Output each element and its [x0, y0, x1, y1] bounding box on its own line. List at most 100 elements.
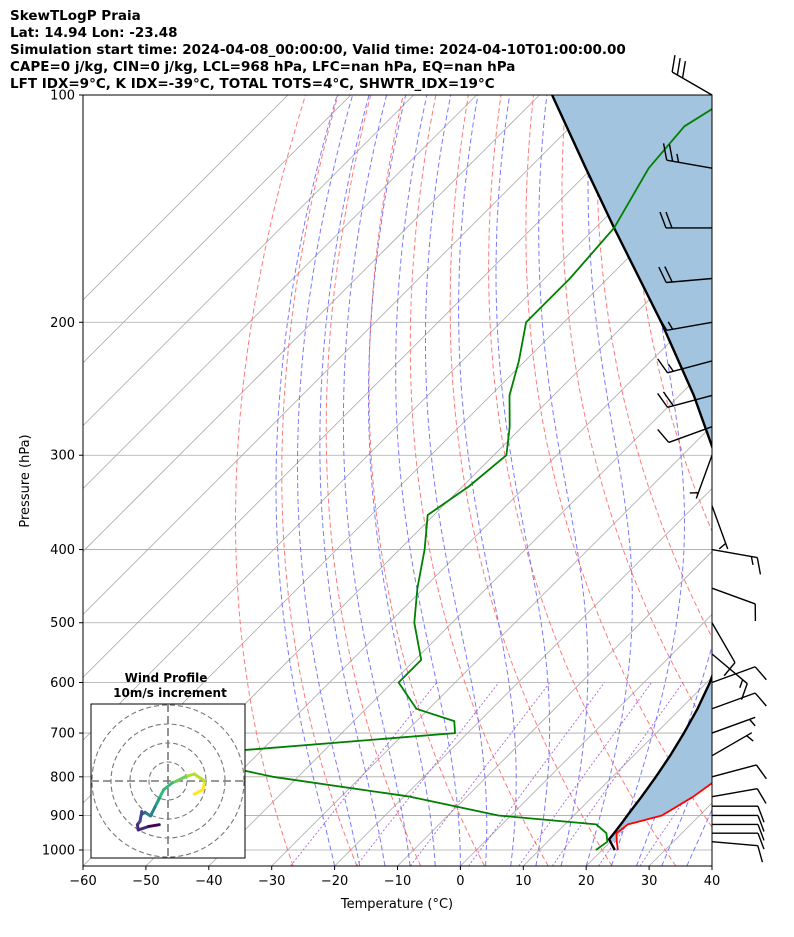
- wind-barb: [711, 732, 754, 757]
- wind-barb-staff: [667, 360, 713, 374]
- hodograph-trace-segment: [147, 823, 161, 828]
- wind-barb: [711, 622, 736, 677]
- wind-barb: [711, 841, 764, 863]
- wind-barb: [658, 266, 713, 284]
- wind-barb-full: [754, 666, 767, 681]
- wind-barb-staff: [666, 159, 713, 169]
- hodograph-trace-segment: [192, 788, 205, 796]
- y-tick-label: 500: [50, 616, 75, 631]
- wind-barb-half: [676, 153, 680, 163]
- wind-barb-staff: [666, 321, 713, 331]
- isotherm-line: [271, 425, 712, 866]
- x-tick-label: 10: [515, 874, 532, 889]
- wind-barb-staff: [711, 548, 758, 559]
- isotherm-line: [208, 362, 712, 866]
- wind-barbs: [657, 55, 767, 863]
- x-tick-label: 0: [456, 874, 464, 889]
- moist-adiabat: [661, 741, 712, 866]
- dry-adiabat: [235, 95, 306, 866]
- mixing-ratio-line: [551, 682, 684, 866]
- wind-barb-full: [757, 832, 765, 850]
- y-tick-label: 400: [50, 543, 75, 558]
- wind-barb: [657, 391, 713, 409]
- hodograph-title: Wind Profile: [125, 671, 208, 685]
- wind-barb-full: [668, 144, 674, 162]
- wind-barb-staff: [711, 764, 757, 778]
- wind-barb-full: [662, 391, 674, 407]
- dry-adiabat: [488, 95, 677, 866]
- hodograph-trace-segment: [149, 805, 157, 818]
- dry-adiabat: [368, 95, 485, 866]
- wind-barb-full: [757, 815, 765, 832]
- wind-barb: [659, 211, 712, 229]
- wind-barb-staff: [666, 277, 713, 284]
- y-axis-label: Pressure (hPa): [18, 434, 33, 527]
- isotherm-line: [83, 95, 352, 364]
- y-tick-label: 100: [50, 89, 75, 104]
- x-tick-label: 40: [704, 874, 721, 889]
- y-tick-label: 700: [50, 727, 75, 742]
- x-tick-label: −50: [132, 874, 159, 889]
- wind-barb-full: [664, 266, 673, 283]
- moist-adiabat: [495, 95, 551, 866]
- isotherm-line: [460, 613, 712, 866]
- wind-barb-full: [657, 358, 669, 374]
- wind-barb: [662, 143, 713, 169]
- x-axis-label: Temperature (°C): [340, 897, 453, 912]
- index-line: LFT IDX=9°C, K IDX=-39°C, TOTAL TOTS=4°C…: [10, 76, 495, 92]
- wind-barb-full: [658, 266, 667, 283]
- hodograph-trace-segment: [162, 781, 174, 792]
- wind-barb-full: [754, 692, 767, 707]
- wind-barb-half: [749, 718, 756, 727]
- wind-barb-half: [739, 679, 744, 688]
- wind-barb: [711, 505, 729, 550]
- wind-barb-full: [681, 61, 687, 79]
- x-tick-label: 20: [578, 874, 595, 889]
- chart-header: SkewTLogP Praia Lat: 14.94 Lon: -23.48 S…: [10, 8, 626, 93]
- hodograph-trace-segment: [175, 775, 187, 783]
- wind-barb-full: [657, 428, 670, 443]
- isotherm-line: [775, 95, 794, 866]
- hodograph-inset: Wind Profile 10m/s increment: [90, 671, 246, 859]
- wind-barb-half: [718, 542, 727, 550]
- isotherm-line: [83, 95, 666, 678]
- x-tick-label: −20: [321, 874, 348, 889]
- isotherm-line: [83, 95, 289, 301]
- location-line: Lat: 14.94 Lon: -23.48: [10, 25, 178, 41]
- moist-adiabat: [458, 95, 517, 866]
- wind-barb-staff: [667, 394, 713, 409]
- moist-adiabat: [319, 95, 386, 866]
- dry-adiabat: [596, 95, 712, 639]
- y-tick-label: 900: [50, 809, 75, 824]
- wind-barb: [711, 548, 762, 575]
- isotherm-line: [711, 865, 712, 866]
- parcel-path-line: [551, 95, 712, 851]
- cape-line: CAPE=0 j/kg, CIN=0 j/kg, LCL=968 hPa, LF…: [10, 59, 516, 75]
- wind-barb: [712, 805, 765, 823]
- x-tick-label: −10: [384, 874, 411, 889]
- wind-barb: [711, 788, 767, 804]
- moist-adiabat: [425, 95, 488, 866]
- wind-barb-full: [657, 393, 669, 408]
- hodograph-trace-segment: [138, 810, 144, 823]
- wind-barb-full: [659, 211, 667, 229]
- dry-adiabat: [409, 95, 549, 866]
- axis-ticks: −60 −50 −40 −30 −20 −10 0 10 20 30 40 100 200 300 400 5…: [42, 89, 720, 890]
- dry-adiabat: [281, 95, 358, 866]
- wind-barb: [711, 587, 757, 622]
- x-tick-label: −30: [258, 874, 285, 889]
- moist-adiabat: [297, 95, 361, 866]
- wind-barb-staff: [711, 716, 756, 734]
- moist-adiabat: [342, 95, 411, 866]
- mixing-ratio-line: [468, 682, 605, 866]
- wind-barb: [657, 358, 713, 374]
- wind-barb-full: [657, 315, 668, 331]
- moist-adiabat: [686, 808, 712, 866]
- dry-adiabat: [325, 95, 422, 866]
- hodograph-trace-segment: [153, 796, 161, 809]
- hodograph-trace-segment: [136, 824, 151, 832]
- hodograph-plot: [91, 704, 245, 858]
- isotherm-line: [145, 299, 712, 866]
- wind-barb: [711, 692, 767, 710]
